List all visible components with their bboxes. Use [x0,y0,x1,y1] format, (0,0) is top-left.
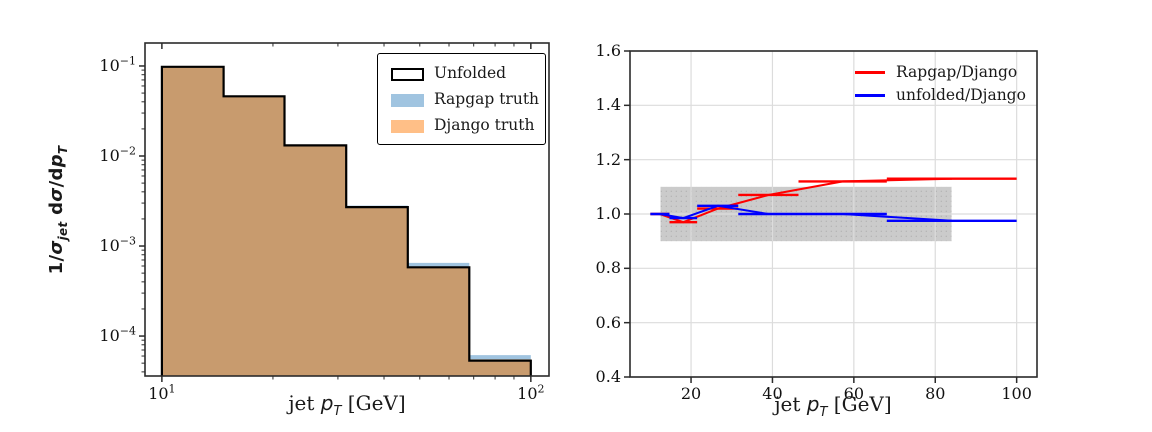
left-ytick-label: 10−2 [99,144,136,165]
left-xtick-label: 102 [517,382,545,403]
left-xlabel-prefix: jet [288,391,321,415]
left-ylabel-part: σ [46,187,68,202]
right-ytick-label: 0.4 [595,367,621,386]
right-xtick-label: 60 [843,384,865,403]
legend-item-rapgap-ratio: Rapgap/Django [855,61,1026,84]
left-ylabel-part: p [46,154,68,168]
left-xlabel-subscript: T [333,404,342,419]
right-legend: Rapgap/Django unfolded/Django [855,61,1026,107]
django-truth-swatch-icon [391,119,424,133]
left-xtick-label: 101 [148,382,176,403]
left-yaxis-label: 1/σjet dσ/dpT [46,146,70,275]
left-ylabel-part: jet [55,221,70,241]
left-plot-frame [144,42,550,377]
right-ytick-label: 1.6 [595,41,621,60]
left-ylabel-part: 1/ [46,254,68,275]
unfolded-hist-outline [160,65,532,376]
left-xlabel-suffix: [GeV] [341,391,406,415]
legend-item-rapgap-truth: Rapgap truth [391,87,545,113]
rapgap-truth-swatch-icon [391,93,424,107]
rapgap-ratio-line-icon [855,71,885,74]
right-ytick-label: 0.8 [595,258,621,278]
left-ytick-label: 10−4 [99,324,136,346]
left-ylabel-part: /d [46,167,68,188]
legend-label-unfolded-ratio: unfolded/Django [896,85,1026,104]
legend-item-django-truth: Django truth [391,113,545,139]
right-xlabel-subscript: T [819,405,828,420]
right-xlabel-prefix: jet [774,392,807,416]
left-ytick-label: 10−1 [99,54,136,75]
unfolded-swatch-icon [391,67,424,81]
left-xaxis-label: jet pT [GeV] [288,391,405,419]
left-ylabel-part: σ [46,240,68,255]
rapgap-ratio-line [659,177,952,224]
legend-item-unfolded: Unfolded [391,61,545,87]
left-ylabel-part: d [46,201,68,222]
legend-label-rapgap-truth: Rapgap truth [434,90,540,109]
right-xlabel-suffix: [GeV] [827,392,892,416]
right-xtick-label: 100 [1001,384,1032,403]
legend-item-unfolded-ratio: unfolded/Django [855,84,1026,107]
right-xlabel-symbol: p [806,392,820,416]
right-ytick-label: 1.4 [595,95,621,115]
unfolded-ratio-line-icon [855,94,885,97]
right-xaxis-label: jet pT [GeV] [774,392,891,420]
left-ytick-label: 10−3 [99,234,136,256]
left-legend: Unfolded Rapgap truth Django truth [377,53,546,145]
legend-label-unfolded: Unfolded [434,64,507,83]
right-xtick-label: 80 [925,384,946,403]
right-ytick-label: 0.6 [595,312,621,332]
right-xtick-label: 20 [680,384,702,403]
legend-label-rapgap-ratio: Rapgap/Django [896,62,1018,81]
left-ylabel-part: T [55,145,70,155]
unfolded-ratio-line [659,204,952,222]
right-ytick-label: 1.0 [595,204,621,223]
right-ytick-label: 1.2 [595,149,621,169]
right-xtick-label: 40 [762,384,783,403]
legend-label-django-truth: Django truth [434,116,535,135]
left-xlabel-symbol: p [320,391,334,415]
